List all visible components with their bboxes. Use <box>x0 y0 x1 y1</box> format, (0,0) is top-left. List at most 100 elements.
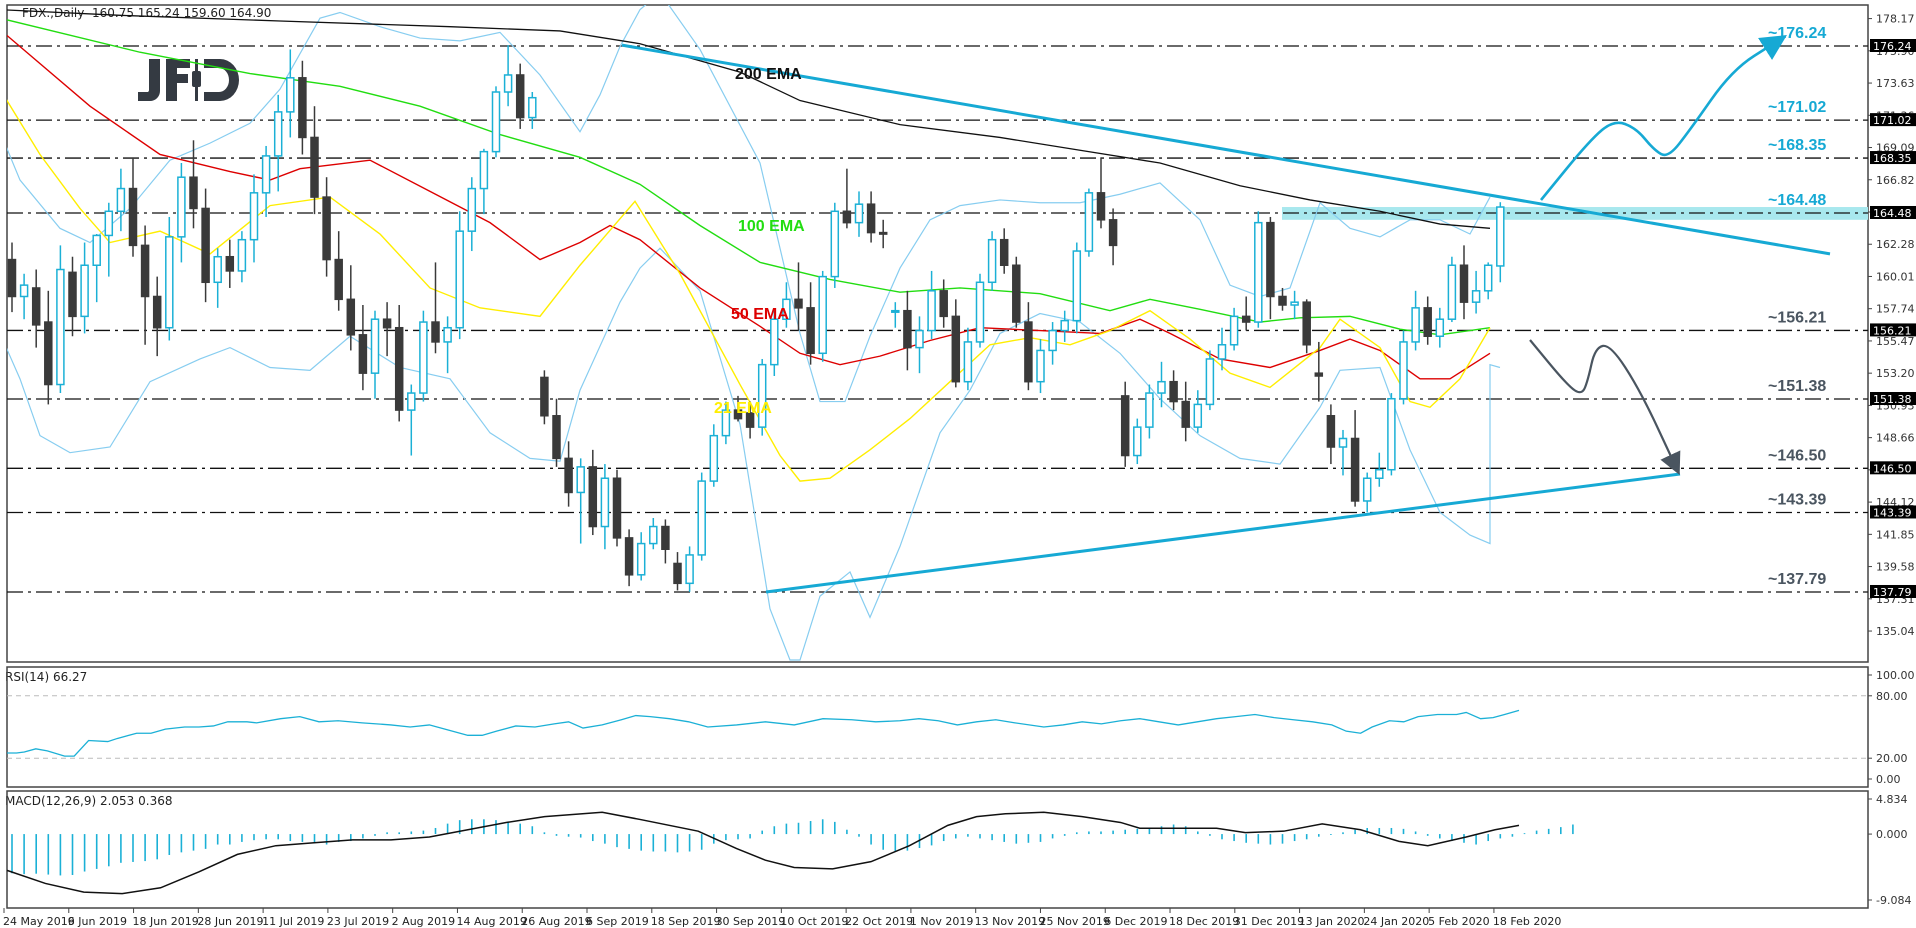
bull-candle <box>830 210 840 278</box>
level-label: ~168.35 <box>1768 137 1826 154</box>
price-tick-label: 148.66 <box>1876 432 1915 445</box>
price-tick-label: 173.63 <box>1876 77 1915 90</box>
bull-candle <box>1435 318 1445 337</box>
bull-candle <box>249 192 259 241</box>
bull-candle <box>1290 301 1299 306</box>
bull-candle <box>685 554 694 585</box>
bull-candle <box>1145 392 1154 428</box>
date-tick-label: 14 Aug 2019 <box>456 915 526 928</box>
bear-candle <box>225 255 235 272</box>
bear-candle <box>189 176 198 210</box>
bear-candle <box>540 376 549 417</box>
bull-candle <box>1254 221 1263 323</box>
bear-candle <box>903 309 912 349</box>
bull-candle <box>286 77 295 113</box>
macd-tick-label: 0.000 <box>1876 828 1908 841</box>
ema-annotation: 21 EMA <box>714 400 772 417</box>
macd-label: MACD(12,26,9) 2.053 0.368 <box>5 794 173 808</box>
price-badge-text: 146.50 <box>1873 462 1912 475</box>
price-badge-text: 176.24 <box>1873 40 1912 53</box>
bear-candle <box>939 290 948 318</box>
date-tick-label: 5 Feb 2020 <box>1428 915 1489 928</box>
bear-candle <box>999 238 1009 266</box>
level-label: ~156.21 <box>1768 309 1826 326</box>
bull-candle <box>80 264 89 318</box>
bull-candle <box>273 111 283 157</box>
bull-candle <box>721 409 731 437</box>
ema-annotation: 50 EMA <box>731 306 789 323</box>
bull-candle <box>891 309 900 313</box>
bear-candle <box>1169 380 1178 403</box>
date-tick-label: 31 Dec 2019 <box>1234 915 1304 928</box>
bull-candle <box>927 290 936 332</box>
bull-candle <box>177 176 186 238</box>
bull-candle <box>104 210 114 237</box>
date-tick-label: 28 Jun 2019 <box>197 915 263 928</box>
level-label: ~146.50 <box>1768 447 1826 464</box>
date-tick-label: 18 Feb 2020 <box>1493 915 1561 928</box>
bull-candle <box>1193 403 1203 428</box>
bull-candle <box>467 187 477 232</box>
date-tick-label: 25 Nov 2019 <box>1039 915 1109 928</box>
bull-candle <box>1471 290 1481 303</box>
bull-candle <box>1072 250 1082 322</box>
level-label: ~164.48 <box>1768 192 1826 209</box>
bull-candle <box>782 298 791 320</box>
bull-candle <box>237 238 247 272</box>
bear-candle <box>1350 437 1360 502</box>
bull-candle <box>697 480 706 556</box>
bull-candle <box>165 236 174 329</box>
bear-candle <box>673 562 682 585</box>
level-label: ~151.38 <box>1768 378 1826 395</box>
date-tick-label: 23 Jul 2019 <box>327 915 389 928</box>
macd-tick-label: -9.084 <box>1876 894 1911 907</box>
bull-candle <box>92 234 101 266</box>
price-badge-text: 168.35 <box>1873 152 1912 165</box>
bull-candle <box>1399 341 1408 400</box>
rsi-pane-frame <box>6 666 1869 788</box>
bear-candle <box>515 74 525 119</box>
bear-candle <box>842 210 852 224</box>
bull-candle <box>1157 380 1166 394</box>
bull-candle <box>1387 397 1396 471</box>
date-tick-label: 10 Oct 2019 <box>780 915 848 928</box>
rsi-tick-label: 100.00 <box>1876 669 1915 682</box>
symbol-label: FDX.,Daily <box>22 6 85 20</box>
bull-candle <box>370 318 380 374</box>
bear-candle <box>1096 192 1106 221</box>
bull-candle <box>1411 307 1420 343</box>
macd-signal-line <box>6 811 1520 895</box>
price-tick-label: 135.04 <box>1876 625 1915 638</box>
ema200-line <box>7 9 1491 229</box>
price-badge <box>1870 392 1916 406</box>
price-badge <box>1870 39 1916 52</box>
bear-candle <box>1024 321 1033 383</box>
bear-candle <box>322 196 331 261</box>
bear-candle <box>44 321 53 386</box>
bull-candle <box>600 477 610 528</box>
bull-candle <box>455 230 464 329</box>
date-tick-label: 22 Oct 2019 <box>845 915 913 928</box>
rsi-tick-label: 80.00 <box>1876 690 1908 703</box>
bullish-scenario-arrow <box>1539 35 1787 201</box>
bear-candle <box>1459 264 1469 303</box>
bull-candle <box>1375 468 1384 479</box>
date-tick-label: 2 Aug 2019 <box>392 915 455 928</box>
rsi-line <box>7 709 1520 757</box>
bear-candle <box>140 244 150 298</box>
rsi-label: RSI(14) 66.27 <box>5 670 88 684</box>
bull-candle <box>479 150 489 190</box>
bb-upper-line <box>7 5 1491 403</box>
bear-candle <box>612 477 622 539</box>
level-label: ~176.24 <box>1768 25 1826 42</box>
bear-candle <box>552 415 561 460</box>
price-badge-text: 143.39 <box>1873 506 1912 519</box>
bear-candle <box>346 298 356 336</box>
price-badge-text: 151.38 <box>1873 393 1912 406</box>
date-tick-label: 6 Sep 2019 <box>586 915 649 928</box>
bull-candle <box>261 155 271 194</box>
bear-candle <box>1326 415 1336 448</box>
macd-pane-frame <box>6 790 1869 909</box>
date-tick-label: 13 Nov 2019 <box>975 915 1045 928</box>
